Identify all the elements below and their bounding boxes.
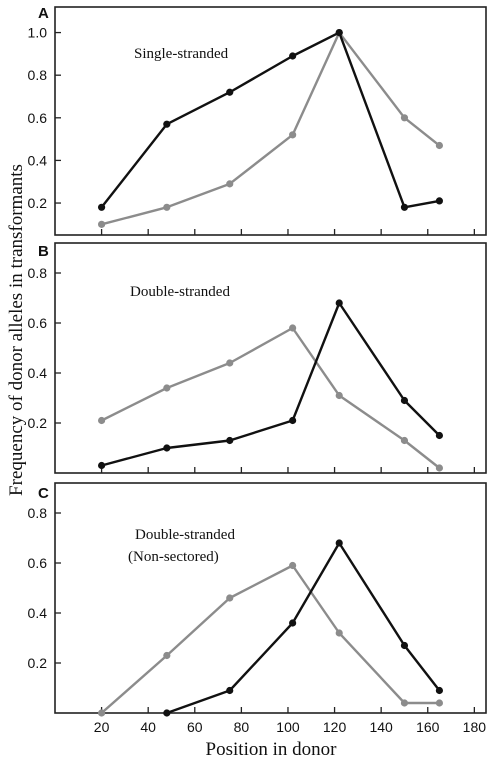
- series-line: [101, 301, 441, 467]
- data-point: [163, 651, 171, 660]
- data-point: [97, 220, 106, 228]
- data-point: [335, 299, 343, 307]
- panel-annotation-sub: (Non-sectored): [128, 549, 219, 565]
- series-black: [163, 539, 444, 717]
- series-black: [97, 299, 444, 470]
- y-tick-label: 0.2: [28, 655, 48, 671]
- data-point: [435, 431, 444, 440]
- plot-frame: [54, 482, 487, 714]
- data-point: [289, 131, 297, 139]
- x-tick-label: 180: [463, 719, 487, 735]
- y-axis-title: Frequency of donor alleles in transforma…: [6, 164, 27, 496]
- data-point: [163, 384, 171, 392]
- x-tick-label: 20: [94, 719, 110, 735]
- data-point: [400, 436, 409, 445]
- data-point: [226, 359, 234, 367]
- series-line: [101, 326, 441, 469]
- panel-a: A 0.2 0.4 0.6 0.8 1.0 Single-stranded: [28, 5, 487, 236]
- y-tick-label: 0.6: [28, 315, 48, 331]
- y-tick-label: 0.4: [28, 365, 48, 381]
- data-point: [163, 444, 171, 452]
- data-point: [335, 391, 343, 400]
- panel-letter: A: [38, 5, 49, 22]
- series-line: [100, 564, 440, 714]
- data-point: [97, 416, 106, 425]
- data-point: [400, 396, 409, 405]
- panel-letter: C: [38, 485, 49, 502]
- x-tick-label: 40: [140, 719, 156, 735]
- panel-annotation: Double-stranded: [130, 284, 230, 300]
- panel-c: C 0.2 0.4 0.6 0.8 20 40 60 80 100 120 140 160 180 Doub…: [28, 482, 487, 735]
- series-gray: [97, 324, 444, 472]
- data-point: [435, 197, 444, 205]
- data-point: [226, 88, 234, 96]
- y-tick-label: 0.4: [28, 605, 48, 621]
- data-point: [335, 629, 343, 637]
- data-point: [335, 28, 343, 37]
- data-point: [226, 180, 234, 188]
- y-tick-label: 0.2: [28, 195, 48, 211]
- y-tick-label: 0.8: [28, 67, 48, 83]
- y-tick-label: 1.0: [28, 25, 48, 41]
- x-tick-label: 160: [416, 719, 440, 735]
- data-point: [97, 461, 106, 470]
- data-point: [97, 203, 106, 211]
- data-point: [435, 699, 444, 707]
- data-point: [289, 324, 297, 332]
- y-tick-label: 0.2: [28, 415, 48, 431]
- x-tick-label: 80: [234, 719, 250, 735]
- x-tick-label: 100: [276, 719, 300, 735]
- x-tick-label: 140: [369, 719, 393, 735]
- y-tick-label: 0.8: [28, 265, 48, 281]
- plot-frame: [54, 242, 487, 474]
- data-point: [400, 641, 409, 650]
- data-point: [226, 594, 234, 602]
- data-point: [335, 539, 343, 547]
- series-black: [97, 28, 444, 211]
- x-axis-title: Position in donor: [206, 739, 338, 760]
- data-point: [97, 709, 106, 717]
- data-point: [435, 464, 444, 472]
- data-point: [400, 203, 409, 211]
- data-point: [163, 120, 171, 128]
- series-gray: [97, 561, 444, 717]
- data-point: [289, 561, 297, 570]
- y-tick-label: 0.4: [28, 152, 48, 168]
- data-point: [289, 52, 297, 60]
- data-point: [163, 203, 171, 211]
- y-tick-label: 0.6: [28, 110, 48, 126]
- data-point: [435, 141, 444, 150]
- data-point: [289, 619, 297, 627]
- y-tick-label: 0.6: [28, 555, 48, 571]
- panel-annotation: Double-stranded: [135, 527, 235, 543]
- data-point: [435, 686, 444, 695]
- y-tick-label: 0.8: [28, 505, 48, 521]
- panels: A 0.2 0.4 0.6 0.8 1.0 Single-stranded B 0.2 0.4 0.…: [28, 5, 487, 735]
- data-point: [289, 416, 297, 425]
- data-point: [163, 709, 171, 717]
- x-tick-label: 120: [323, 719, 347, 735]
- series-line: [166, 541, 441, 715]
- panel-annotation: Single-stranded: [134, 46, 229, 62]
- plot-frame: [54, 6, 487, 236]
- panel-b: B 0.2 0.4 0.6 0.8 Double-stranded: [28, 242, 487, 474]
- x-tick-label: 60: [187, 719, 203, 735]
- panel-letter: B: [38, 243, 49, 260]
- data-point: [400, 114, 409, 122]
- data-point: [400, 699, 409, 707]
- data-point: [226, 436, 234, 445]
- data-point: [226, 686, 234, 695]
